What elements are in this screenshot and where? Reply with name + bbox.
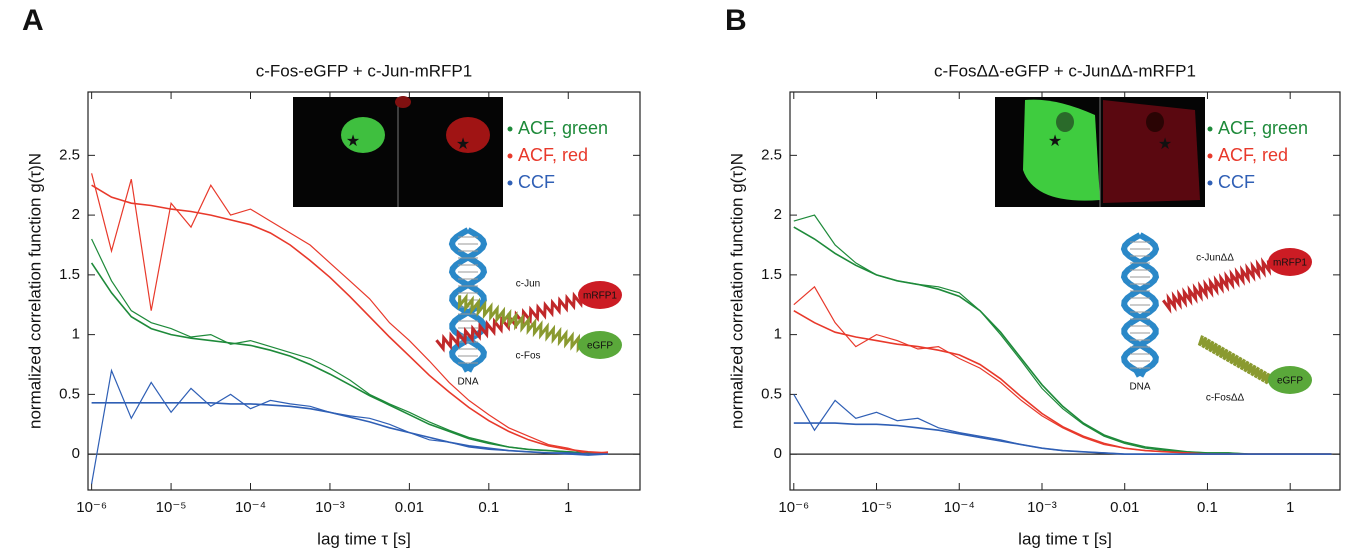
y-tick-label: 1 xyxy=(72,326,80,343)
y-tick-label: 1 xyxy=(774,326,782,343)
y-tick-label: 1.5 xyxy=(761,266,782,283)
legend-label: ACF, red xyxy=(518,145,588,165)
y-tick-label: 0 xyxy=(774,445,782,462)
label-cfos: c-FosΔΔ xyxy=(1206,393,1245,404)
cell-red xyxy=(395,96,411,108)
data-line xyxy=(793,214,1332,455)
x-tick-label: 0.01 xyxy=(395,499,424,516)
cell-green xyxy=(341,117,385,153)
x-tick-label: 0.01 xyxy=(1110,499,1139,516)
legend-marker xyxy=(507,180,513,186)
legend-marker xyxy=(1207,180,1213,186)
star: ★ xyxy=(346,133,360,150)
x-tick-label: 10⁻³ xyxy=(315,499,345,516)
nucleolus xyxy=(1056,112,1074,132)
dna-strand xyxy=(1120,232,1160,378)
x-tick-label: 10⁻⁶ xyxy=(76,499,107,516)
x-tick-label: 1 xyxy=(1286,499,1294,516)
x-tick-label: 10⁻⁶ xyxy=(778,499,809,516)
cell-red xyxy=(1103,100,1200,203)
y-tick-label: 0 xyxy=(72,445,80,462)
fit-line xyxy=(90,262,608,454)
x-axis-label: lag time τ [s] xyxy=(317,529,411,548)
x-tick-label: 10⁻⁴ xyxy=(235,499,266,516)
y-tick-label: 2.5 xyxy=(761,146,782,163)
egfp-blob xyxy=(578,331,622,359)
y-tick-label: 2 xyxy=(72,206,80,223)
fit-line xyxy=(91,402,608,455)
label-egfp: eGFP xyxy=(587,341,613,352)
data-line xyxy=(91,173,609,455)
protein-spring xyxy=(1197,335,1274,385)
label-egfp: eGFP xyxy=(1277,376,1303,387)
chart-title: c-FosΔΔ-eGFP + c-JunΔΔ-mRFP1 xyxy=(934,61,1196,80)
plot-frame xyxy=(789,91,1341,491)
x-tick-label: 0.1 xyxy=(1197,499,1218,516)
x-tick-label: 0.1 xyxy=(478,499,499,516)
panel-letter: A xyxy=(22,4,44,37)
star: ★ xyxy=(1158,136,1172,153)
y-tick-label: 2.5 xyxy=(59,146,80,163)
panel-letter: B xyxy=(725,4,747,37)
fit-line xyxy=(793,310,1332,455)
legend-marker xyxy=(1207,126,1213,132)
x-tick-label: 1 xyxy=(564,499,572,516)
legend-marker xyxy=(1207,153,1213,159)
data-line xyxy=(91,368,609,485)
y-tick-label: 0.5 xyxy=(761,385,782,402)
plot-frame xyxy=(87,91,641,491)
protein-spring xyxy=(457,293,586,354)
label-mrfp: mRFP1 xyxy=(583,291,617,302)
x-tick-label: 10⁻⁵ xyxy=(861,499,892,516)
label-cfos: c-Fos xyxy=(516,351,541,362)
cell-green xyxy=(1023,99,1100,201)
star: ★ xyxy=(1048,133,1062,150)
mrfp-blob xyxy=(578,281,622,309)
chart-title: c-Fos-eGFP + c-Jun-mRFP1 xyxy=(256,61,472,80)
nucleolus xyxy=(1146,112,1164,132)
dna-strand xyxy=(448,227,488,373)
fit-line xyxy=(91,184,609,454)
star: ★ xyxy=(456,136,470,153)
y-tick-label: 1.5 xyxy=(59,266,80,283)
legend-label: ACF, green xyxy=(1218,118,1308,138)
x-tick-label: 10⁻⁴ xyxy=(944,499,975,516)
mrfp-blob xyxy=(1268,248,1312,276)
legend-label: CCF xyxy=(1218,172,1255,192)
fit-line xyxy=(793,422,1332,455)
label-mrfp: mRFP1 xyxy=(1273,258,1307,269)
label-dna: DNA xyxy=(457,377,478,388)
y-tick-label: 2 xyxy=(774,206,782,223)
protein-spring xyxy=(1162,257,1272,314)
x-axis-label: lag time τ [s] xyxy=(1018,529,1112,548)
dna-strand xyxy=(448,227,488,373)
x-tick-label: 10⁻⁵ xyxy=(156,499,187,516)
egfp-blob xyxy=(1268,366,1312,394)
legend-marker xyxy=(507,126,513,132)
label-dna: DNA xyxy=(1129,382,1150,393)
y-axis-label: normalized correlation function g(τ)N xyxy=(25,153,44,429)
y-axis-label: normalized correlation function g(τ)N xyxy=(727,153,746,429)
legend-label: ACF, green xyxy=(518,118,608,138)
legend-marker xyxy=(507,153,513,159)
label-cjun: c-JunΔΔ xyxy=(1196,253,1234,264)
dna-strand xyxy=(1120,232,1160,378)
label-cjun: c-Jun xyxy=(516,279,540,290)
legend-label: CCF xyxy=(518,172,555,192)
legend-label: ACF, red xyxy=(1218,145,1288,165)
cell-red xyxy=(446,117,490,153)
data-line xyxy=(91,238,608,454)
x-tick-label: 10⁻³ xyxy=(1027,499,1057,516)
y-tick-label: 0.5 xyxy=(59,385,80,402)
